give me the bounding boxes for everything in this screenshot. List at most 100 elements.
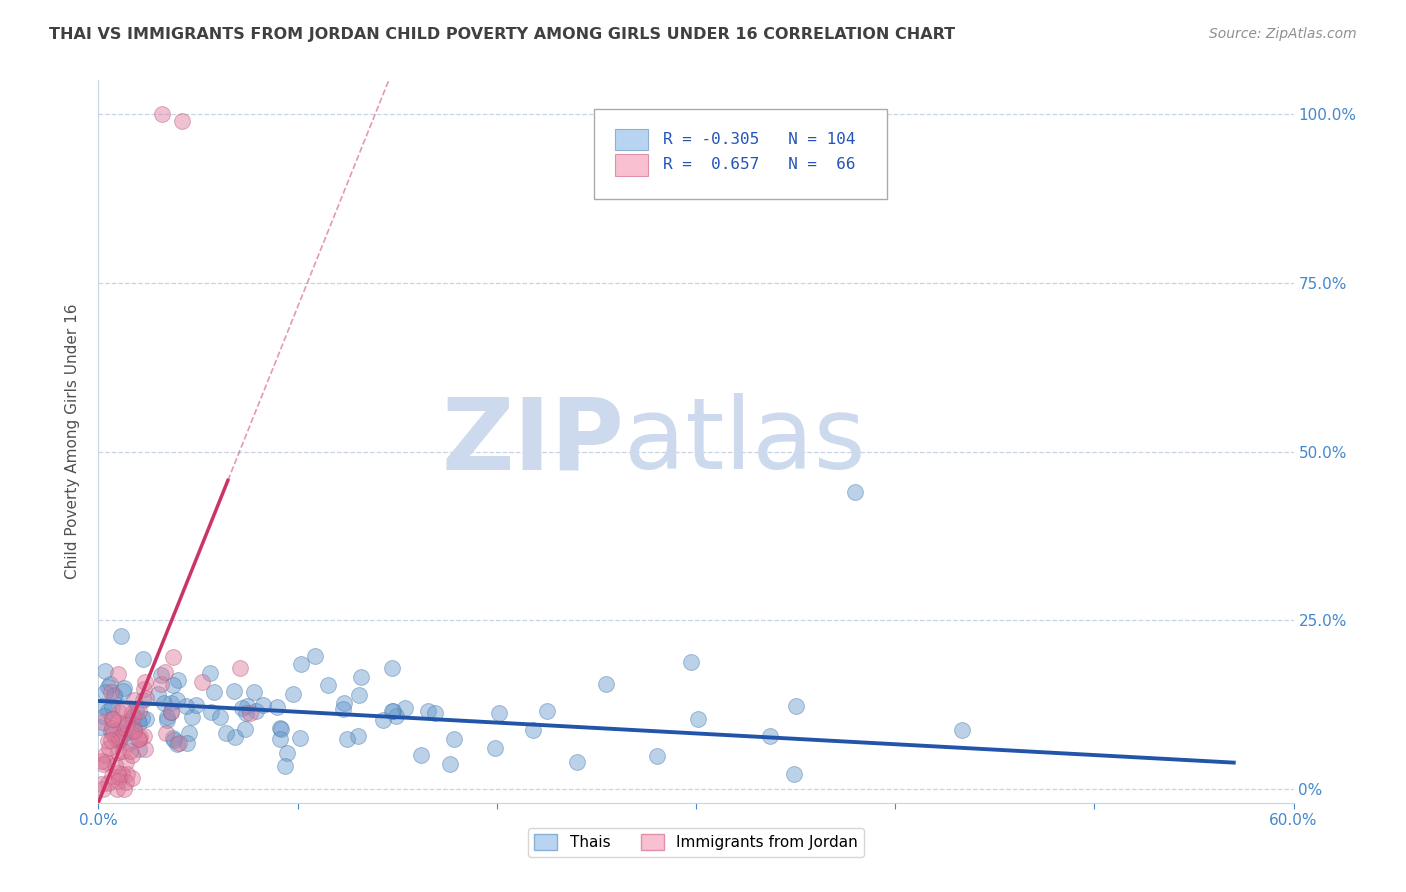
Point xyxy=(114,755,136,769)
Y-axis label: Child Poverty Among Girls Under 16: Child Poverty Among Girls Under 16 xyxy=(65,304,80,579)
Point xyxy=(269,722,291,736)
Point xyxy=(167,673,190,687)
Point xyxy=(107,773,129,788)
Point xyxy=(536,704,558,718)
Point xyxy=(114,721,136,735)
Point xyxy=(112,743,135,757)
Point xyxy=(105,723,128,737)
Text: ZIP: ZIP xyxy=(441,393,624,490)
Point xyxy=(202,685,225,699)
Point xyxy=(304,649,326,664)
Point xyxy=(416,704,439,718)
Point xyxy=(117,714,139,728)
Point xyxy=(103,758,125,772)
Point xyxy=(785,698,807,713)
Point xyxy=(108,705,131,719)
Point xyxy=(423,706,446,721)
Point xyxy=(759,729,782,743)
Point xyxy=(233,722,256,736)
Point xyxy=(110,629,132,643)
Point xyxy=(679,655,702,669)
Point xyxy=(156,713,179,727)
Point xyxy=(121,771,143,785)
Text: atlas: atlas xyxy=(624,393,866,490)
Point xyxy=(94,747,117,762)
Point xyxy=(94,755,117,769)
Point xyxy=(844,485,866,500)
Point xyxy=(266,700,288,714)
Text: R =  0.657   N =  66: R = 0.657 N = 66 xyxy=(662,157,855,172)
Point xyxy=(115,718,138,732)
Point xyxy=(111,684,134,698)
Point xyxy=(198,665,221,680)
Point xyxy=(179,726,201,740)
Point xyxy=(131,693,153,707)
Point xyxy=(243,685,266,699)
Point xyxy=(103,712,125,726)
Point xyxy=(167,736,190,750)
Point xyxy=(239,706,262,720)
Point xyxy=(101,769,124,783)
Point xyxy=(107,714,129,729)
Point xyxy=(176,699,198,714)
Point xyxy=(411,747,433,762)
Point xyxy=(484,741,506,756)
Text: Source: ZipAtlas.com: Source: ZipAtlas.com xyxy=(1209,27,1357,41)
Point xyxy=(90,715,112,730)
Point xyxy=(176,736,198,750)
FancyBboxPatch shape xyxy=(614,154,648,176)
Point xyxy=(208,710,231,724)
Point xyxy=(150,668,173,682)
Point xyxy=(191,675,214,690)
Point xyxy=(108,770,131,784)
Point xyxy=(128,704,150,718)
Point xyxy=(97,775,120,789)
Point xyxy=(222,683,245,698)
Point xyxy=(112,782,135,797)
Point xyxy=(332,696,354,710)
Point xyxy=(132,682,155,697)
Point xyxy=(150,676,173,690)
Point xyxy=(180,710,202,724)
Point xyxy=(134,742,156,756)
Point xyxy=(111,729,134,743)
Point xyxy=(122,710,145,724)
Point xyxy=(488,706,510,720)
Point xyxy=(121,706,143,720)
Point xyxy=(215,726,238,740)
Point xyxy=(107,765,129,780)
Point xyxy=(288,731,311,746)
Point xyxy=(595,676,617,690)
Point xyxy=(200,705,222,719)
Point xyxy=(90,777,112,791)
Point xyxy=(235,699,257,714)
Point xyxy=(100,723,122,738)
Point xyxy=(97,680,120,694)
Point xyxy=(94,664,117,678)
Point xyxy=(373,713,395,727)
Point xyxy=(150,107,173,121)
Point xyxy=(101,713,124,727)
Point xyxy=(172,113,194,128)
Point xyxy=(186,698,208,713)
Point xyxy=(114,775,136,789)
Point xyxy=(281,687,304,701)
Point xyxy=(103,727,125,741)
Point xyxy=(118,736,141,750)
Point xyxy=(124,703,146,717)
Point xyxy=(522,723,544,737)
Point xyxy=(115,767,138,781)
Point xyxy=(128,730,150,744)
Point xyxy=(153,665,176,679)
Point xyxy=(443,732,465,747)
Point xyxy=(134,729,156,743)
Point xyxy=(90,754,112,768)
Point xyxy=(783,766,806,780)
Point xyxy=(124,692,146,706)
FancyBboxPatch shape xyxy=(595,109,887,200)
Point xyxy=(159,696,181,710)
Point xyxy=(100,684,122,698)
Point xyxy=(135,712,157,726)
Point xyxy=(231,701,253,715)
Point xyxy=(131,711,153,725)
